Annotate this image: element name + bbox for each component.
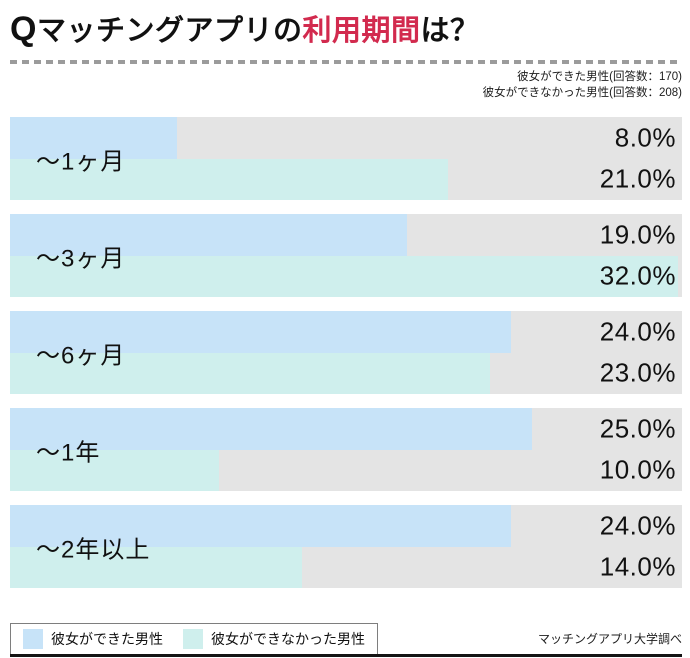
bar-row: 24.0% [10, 505, 682, 547]
bar-row: 23.0% [10, 352, 682, 395]
bar-group: 24.0% 23.0% ～6ヶ月 [10, 311, 682, 395]
category-label: ～1年 [36, 439, 101, 467]
bar-row: 24.0% [10, 311, 682, 353]
bar-fill [10, 158, 449, 201]
category-label: ～1ヶ月 [36, 148, 126, 176]
value-label: 24.0% [599, 510, 676, 541]
category-label: ～6ヶ月 [36, 342, 126, 370]
legend-swatch-blue [23, 629, 43, 649]
page-title: Qマッチングアプリの利用期間は？ [10, 10, 682, 50]
bar-group: 24.0% 14.0% ～2年以上 [10, 505, 682, 589]
legend-item: 彼女ができなかった男性 [183, 629, 365, 649]
bar-group: 25.0% 10.0% ～1年 [10, 408, 682, 492]
bar-row: 10.0% [10, 449, 682, 492]
title-highlight: 利用期間 [302, 15, 421, 47]
respondent-note-line1: 彼女ができた男性(回答数：170) [517, 71, 682, 83]
title-text-pre: マッチングアプリの [36, 15, 303, 47]
bar-row: 8.0% [10, 117, 682, 159]
bar-fill [10, 311, 511, 353]
bar-fill [10, 255, 678, 298]
value-label: 24.0% [599, 316, 676, 347]
bar-row: 19.0% [10, 214, 682, 256]
bar-fill [10, 352, 490, 395]
bar-fill [10, 408, 532, 450]
bar-fill [10, 505, 511, 547]
bar-group: 8.0% 21.0% ～1ヶ月 [10, 117, 682, 201]
value-label: 14.0% [599, 551, 676, 582]
bar-row: 32.0% [10, 255, 682, 298]
legend-item: 彼女ができた男性 [23, 629, 163, 649]
legend-label: 彼女ができなかった男性 [211, 631, 365, 647]
value-label: 23.0% [599, 357, 676, 388]
value-label: 10.0% [599, 454, 676, 485]
chart: 8.0% 21.0% ～1ヶ月 19.0% 32.0% ～3ヶ月 24.0% 23.0% ～6ヶ… [10, 117, 682, 589]
dashed-divider [10, 60, 682, 64]
value-label: 25.0% [599, 413, 676, 444]
legend-label: 彼女ができた男性 [51, 631, 163, 647]
category-label: ～2年以上 [36, 536, 151, 564]
bottom-rule [10, 654, 682, 657]
respondent-note: 彼女ができた男性(回答数：170) 彼女ができなかった男性(回答数：208) [10, 70, 682, 101]
title-q-mark: Q [10, 10, 37, 48]
value-label: 19.0% [599, 219, 676, 250]
bar-row: 21.0% [10, 158, 682, 201]
bar-fill [10, 449, 219, 492]
category-label: ～3ヶ月 [36, 245, 126, 273]
title-text-post: は？ [420, 15, 480, 47]
bar-fill [10, 546, 303, 589]
bar-row: 25.0% [10, 408, 682, 450]
legend: 彼女ができた男性 彼女ができなかった男性 [10, 623, 378, 655]
value-label: 8.0% [614, 122, 676, 153]
source-note: マッチングアプリ大学調べ [537, 632, 682, 646]
value-label: 32.0% [599, 260, 676, 291]
bar-group: 19.0% 32.0% ～3ヶ月 [10, 214, 682, 298]
respondent-note-line2: 彼女ができなかった男性(回答数：208) [482, 86, 682, 99]
bar-fill [10, 117, 177, 159]
bar-fill [10, 214, 407, 256]
legend-swatch-cyan [183, 629, 203, 649]
value-label: 21.0% [599, 163, 676, 194]
bar-row: 14.0% [10, 546, 682, 589]
